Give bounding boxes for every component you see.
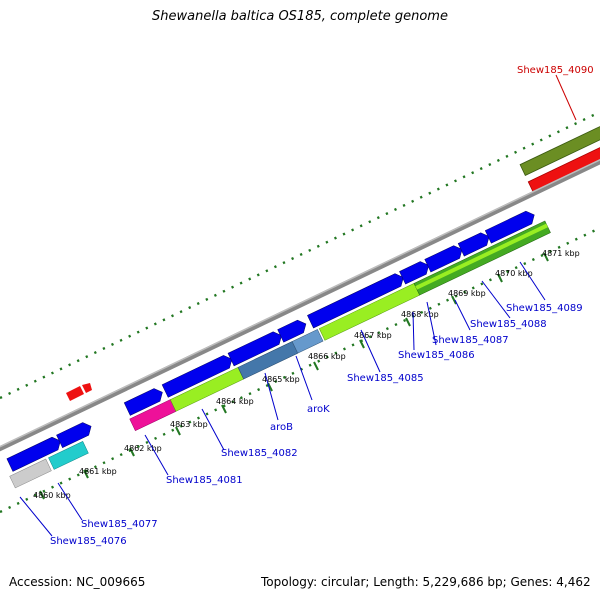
gene-block[interactable] [457,230,492,257]
gene-label-shew185-4089[interactable]: Shew185_4089 [506,303,583,314]
gene-label-shew185-4076[interactable]: Shew185_4076 [50,536,127,547]
cds-cyan-bar[interactable] [48,441,89,470]
small-red-arrow-icon[interactable] [66,383,92,401]
gene-label-shew185-4082[interactable]: Shew185_4082 [221,448,298,459]
gene-label-shew185-4088[interactable]: Shew185_4088 [470,319,547,330]
cds-lightsteel-bar[interactable] [291,329,324,354]
major-ticks [39,252,549,500]
tick-label: 4865 kbp [262,375,300,384]
gene-label-arob[interactable]: aroB [270,422,293,433]
gene-label-shew185-4087[interactable]: Shew185_4087 [432,335,509,346]
tick-label: 4866 kbp [308,352,346,361]
backbone-highlight [0,158,600,448]
cds-grey-bar[interactable] [9,458,52,489]
gene-labels: Shew185_4090 Shew185_4089 Shew185_4088 S… [50,65,594,547]
gene-label-shew185-4086[interactable]: Shew185_4086 [398,350,475,361]
cds-feature-row [9,220,551,489]
tick-label: 4868 kbp [401,310,439,319]
gene-block[interactable] [484,209,537,244]
leader-lines [19,74,577,537]
map-title: Shewanella baltica OS185, complete genom… [152,9,448,24]
outer-tick-ring [0,110,600,400]
gene-label-arok[interactable]: aroK [307,404,330,415]
gene-label-shew185-4085[interactable]: Shew185_4085 [347,373,424,384]
gene-block[interactable] [56,420,95,449]
tick-label: 4867 kbp [354,331,392,340]
tick-label: 4864 kbp [216,397,254,406]
tick-label: 4871 kbp [542,249,580,258]
backbone-line [0,159,600,452]
gene-label-shew185-4077[interactable]: Shew185_4077 [81,519,158,530]
gene-block[interactable] [399,259,431,285]
inner-tick-ring [0,226,600,514]
gene-block[interactable] [227,329,285,367]
topology-text: Topology: circular; Length: 5,229,686 bp… [261,575,591,589]
gene-block[interactable] [424,243,465,273]
gene-label-shew185-4090[interactable]: Shew185_4090 [517,65,594,76]
tick-label: 4861 kbp [79,467,117,476]
tick-label: 4863 kbp [170,420,208,429]
feature-olive-bar[interactable] [519,116,600,176]
gene-block[interactable] [123,386,165,416]
tick-label: 4870 kbp [495,269,533,278]
gene-block[interactable] [6,435,64,472]
tick-label: 4862 kbp [124,444,162,453]
tick-labels: 4860 kbp 4861 kbp 4862 kbp 4863 kbp 4864… [33,249,580,500]
gene-block[interactable] [307,271,406,329]
gene-block[interactable] [277,318,309,343]
tick-label: 4860 kbp [33,491,71,500]
gene-block[interactable] [161,353,235,398]
gene-label-shew185-4081[interactable]: Shew185_4081 [166,475,243,486]
forward-gene-row [6,209,537,472]
accession-text: Accession: NC_009665 [9,575,146,589]
tick-label: 4869 kbp [448,289,486,298]
